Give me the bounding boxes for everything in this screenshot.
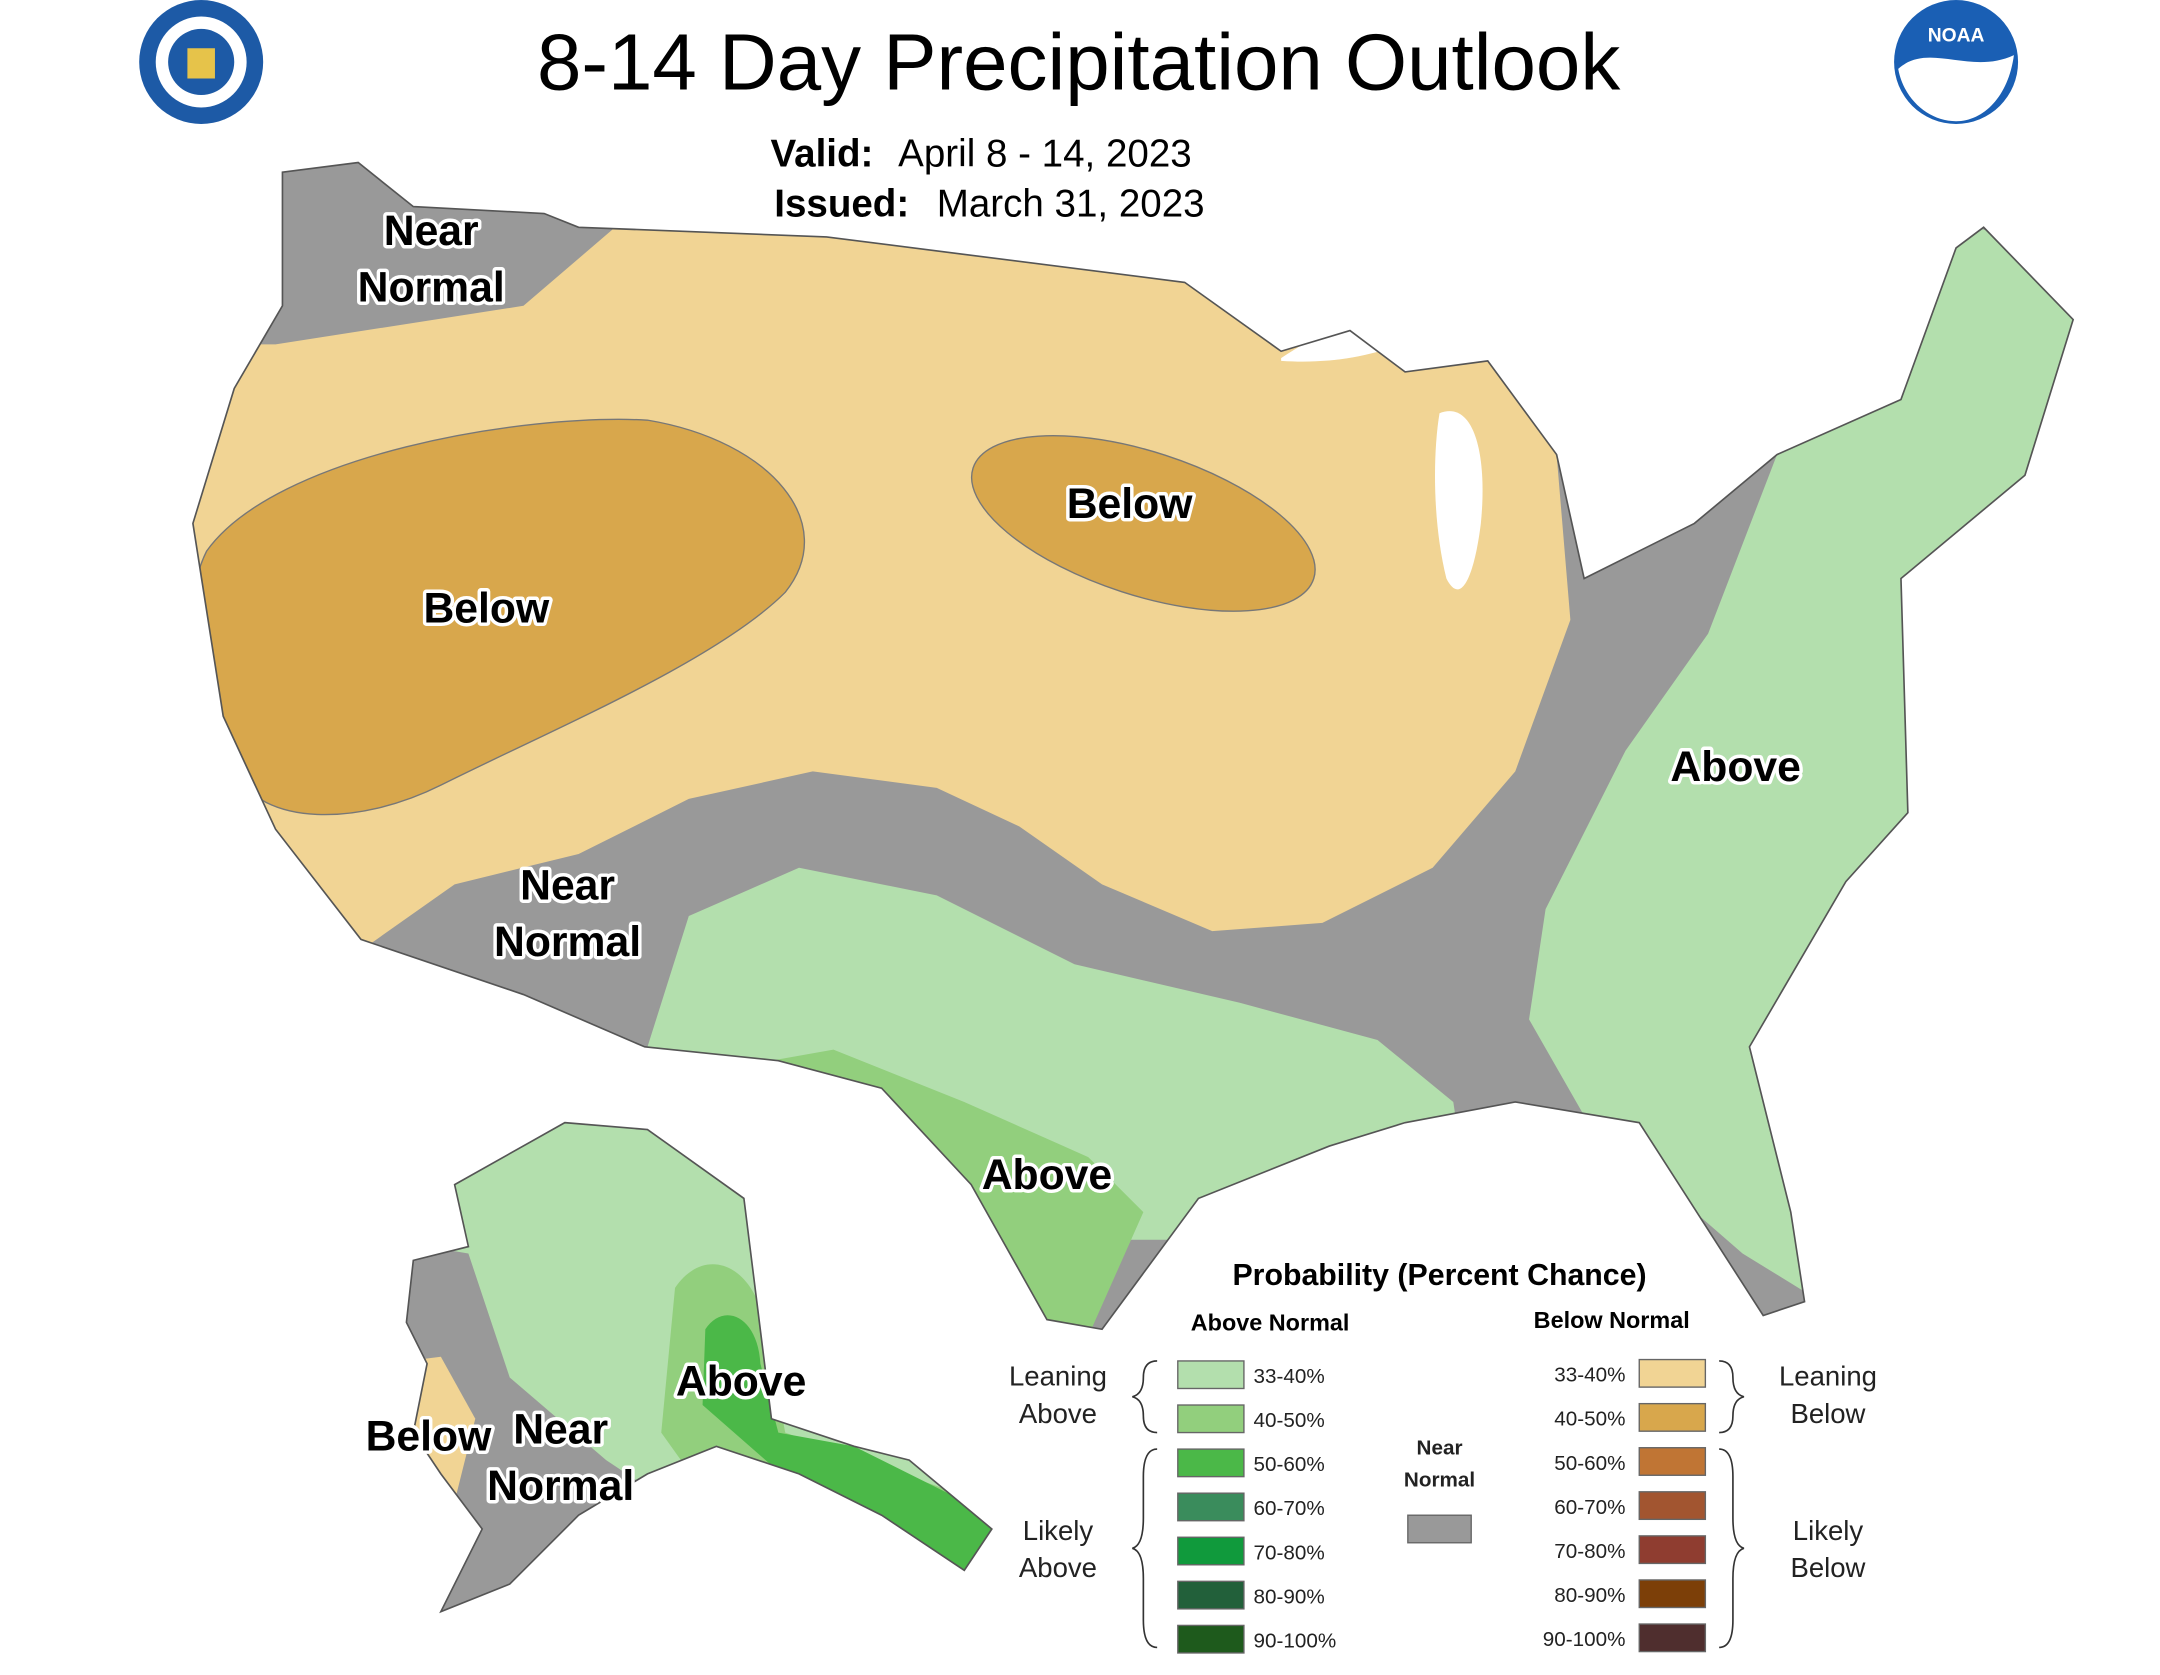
- swatch: [1638, 1447, 1707, 1476]
- likely-below: Below: [1790, 1552, 1865, 1583]
- swatch: [1177, 1448, 1245, 1478]
- swatch: [1177, 1492, 1245, 1522]
- region-label: Near: [384, 207, 479, 255]
- legend: 33-40% 40-50% 50-60% 60-70% 70-80% 80-90% 90-1…: [1009, 1358, 1877, 1654]
- swatch-label: 40-50%: [1554, 1408, 1625, 1431]
- swatch: [1638, 1358, 1707, 1388]
- commerce-seal: [139, 0, 264, 124]
- swatch-label: 33-40%: [1554, 1364, 1625, 1387]
- swatch: [1638, 1535, 1707, 1565]
- swatch: [1177, 1624, 1245, 1654]
- title: 8-14 Day Precipitation Outlook: [537, 18, 1621, 107]
- likely-above: Above: [1019, 1552, 1097, 1583]
- issued-date: March 31, 2023: [937, 182, 1205, 225]
- region-label: Below: [366, 1412, 493, 1460]
- leaning-below: Below: [1790, 1398, 1865, 1429]
- region-label: Normal: [358, 264, 505, 312]
- leaning-below: Leaning: [1779, 1361, 1877, 1392]
- region-label: Near: [513, 1406, 608, 1454]
- noaa-text: NOAA: [1928, 25, 1985, 46]
- near-swatch: [1407, 1514, 1472, 1544]
- above-heading: Above Normal: [1191, 1310, 1350, 1336]
- swatch-label: 60-70%: [1554, 1496, 1625, 1519]
- swatch: [1638, 1491, 1707, 1521]
- noaa-logo: NOAA: [1894, 0, 2019, 124]
- region-label: Normal: [494, 918, 641, 966]
- swatch: [1177, 1536, 1245, 1566]
- likely-above: Likely: [1023, 1515, 1094, 1546]
- swatch-label: 33-40%: [1254, 1365, 1325, 1388]
- below-40-area-midwest: [970, 434, 1316, 612]
- ak-above-50: [702, 1315, 992, 1612]
- valid-label: Valid:: [771, 133, 874, 176]
- issued-label: Issued:: [774, 182, 909, 225]
- swatch-label: 70-80%: [1554, 1540, 1625, 1563]
- region-labels: NearNormalBelowBelowNearNormalAboveAbove…: [354, 204, 1804, 1514]
- legend-title: Probability (Percent Chance): [1232, 1259, 1646, 1292]
- swatch-label: 90-100%: [1254, 1629, 1337, 1652]
- swatch-label: 50-60%: [1254, 1453, 1325, 1476]
- region-label: Normal: [487, 1462, 634, 1510]
- swatch-label: 80-90%: [1254, 1585, 1325, 1608]
- swatch: [1638, 1623, 1707, 1653]
- near-label: Near: [1417, 1437, 1463, 1460]
- swatch-label: 50-60%: [1554, 1452, 1625, 1475]
- region-label: Above: [1670, 743, 1800, 791]
- region-label: Near: [520, 861, 615, 909]
- swatch-label: 70-80%: [1254, 1541, 1325, 1564]
- region-label: Above: [982, 1151, 1112, 1199]
- likely-below: Likely: [1793, 1515, 1864, 1546]
- leaning-above: Above: [1019, 1398, 1097, 1429]
- swatch: [1638, 1579, 1707, 1609]
- swatch-label: 60-70%: [1254, 1497, 1325, 1520]
- region-label: Below: [1067, 480, 1194, 528]
- near-label: Normal: [1404, 1468, 1475, 1491]
- below-heading: Below Normal: [1534, 1307, 1690, 1333]
- swatch: [1177, 1580, 1245, 1610]
- region-label: Below: [423, 585, 550, 633]
- swatch: [1177, 1404, 1245, 1434]
- swatch: [1638, 1402, 1707, 1432]
- below-33-area: [192, 206, 1571, 965]
- valid-date: April 8 - 14, 2023: [898, 133, 1192, 176]
- region-label: Above: [676, 1357, 806, 1405]
- conus: [192, 162, 2074, 1330]
- swatch-label: 80-90%: [1554, 1584, 1625, 1607]
- leaning-above: Leaning: [1009, 1361, 1107, 1392]
- swatch-label: 90-100%: [1543, 1628, 1626, 1651]
- swatch-label: 40-50%: [1254, 1409, 1325, 1432]
- swatch: [1177, 1360, 1245, 1390]
